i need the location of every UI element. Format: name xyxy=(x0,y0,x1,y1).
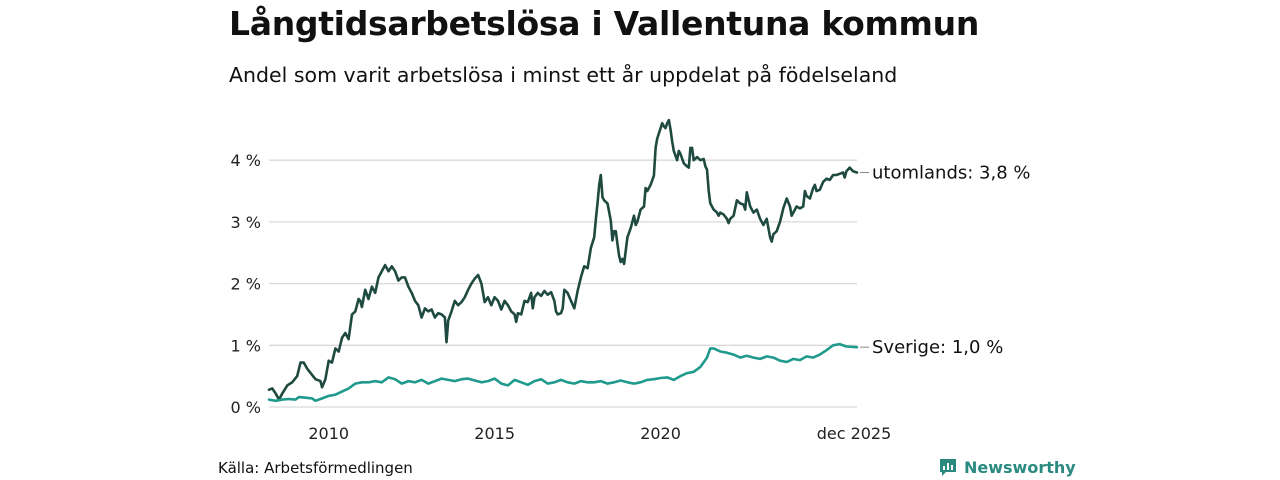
source-note: Källa: Arbetsförmedlingen xyxy=(218,459,413,477)
end-label-sverige: Sverige: 1,0 % xyxy=(872,337,1003,358)
series-line-utomlands xyxy=(267,118,859,401)
x-tick-label: 2020 xyxy=(640,424,681,443)
brand-logo: Newsworthy xyxy=(938,457,1076,477)
y-tick-label: 4 % xyxy=(231,151,261,170)
brand-name: Newsworthy xyxy=(964,457,1076,477)
series-line-sverige xyxy=(267,342,859,403)
y-axis-ticks: 0 % 1 % 2 % 3 % 4 % xyxy=(231,151,261,417)
end-label-utomlands: utomlands: 3,8 % xyxy=(872,163,1031,184)
x-tick-label: 2010 xyxy=(308,424,349,443)
grid-lines xyxy=(269,159,857,408)
chart-title: Långtidsarbetslösa i Vallentuna kommun xyxy=(229,4,980,43)
newsworthy-icon xyxy=(940,459,956,476)
y-tick-label: 3 % xyxy=(231,213,261,232)
x-tick-label: dec 2025 xyxy=(817,424,892,443)
end-labels: utomlands: 3,8 % Sverige: 1,0 % xyxy=(860,163,1031,358)
x-axis-ticks: 2010 2015 2020 dec 2025 xyxy=(308,424,891,443)
x-tick-label: 2015 xyxy=(474,424,515,443)
series-lines xyxy=(267,118,859,403)
y-tick-label: 0 % xyxy=(231,398,261,417)
chart-subtitle: Andel som varit arbetslösa i minst ett å… xyxy=(229,63,898,87)
y-tick-label: 1 % xyxy=(231,336,261,355)
y-tick-label: 2 % xyxy=(231,275,261,294)
